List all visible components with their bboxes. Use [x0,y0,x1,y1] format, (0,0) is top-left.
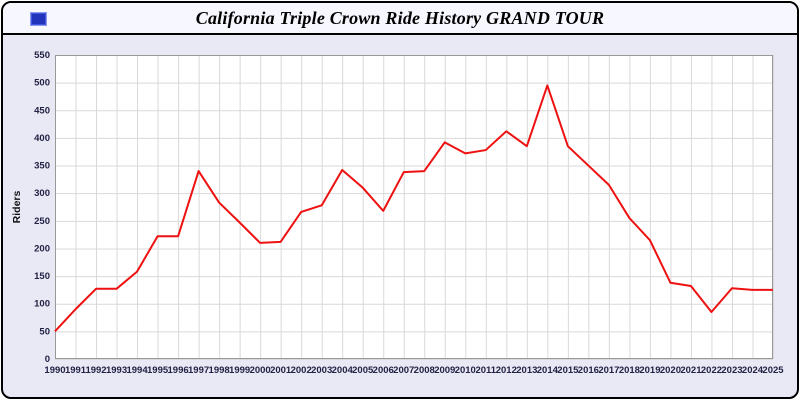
svg-text:1990: 1990 [44,365,65,376]
riders-line-series [54,84,773,333]
y-tick-labels: 0 50 100 150 200 250 300 350 400 450 500 550 [34,50,50,365]
svg-text:450: 450 [34,105,50,116]
svg-text:2003: 2003 [311,365,332,376]
title-bar: California Triple Crown Ride History GRA… [3,3,797,35]
svg-text:2006: 2006 [373,365,394,376]
svg-text:2019: 2019 [639,365,660,376]
svg-text:2012: 2012 [496,365,517,376]
svg-text:300: 300 [34,188,50,199]
y-axis-label: Riders [11,191,23,224]
svg-text:2014: 2014 [537,365,559,376]
svg-text:400: 400 [34,133,50,144]
svg-text:2017: 2017 [598,365,619,376]
riders-history-chart: 0 50 100 150 200 250 300 350 400 450 500 550 1990 199… [9,47,791,387]
svg-text:2000: 2000 [250,365,271,376]
svg-text:2024: 2024 [742,365,764,376]
svg-text:1992: 1992 [85,365,106,376]
svg-text:100: 100 [34,299,50,310]
svg-text:2013: 2013 [516,365,537,376]
svg-text:550: 550 [34,50,50,61]
svg-text:1993: 1993 [106,365,127,376]
window-icon [30,12,47,26]
svg-text:2011: 2011 [475,365,496,376]
x-tick-labels: 1990 1991 1992 1993 1994 1995 1996 1997 1998 1999… [44,365,784,376]
plot-area [55,55,773,359]
svg-text:2001: 2001 [270,365,292,376]
svg-text:1997: 1997 [188,365,209,376]
svg-text:150: 150 [34,271,50,282]
svg-text:1995: 1995 [147,365,169,376]
page-title: California Triple Crown Ride History GRA… [195,7,605,28]
svg-text:2002: 2002 [291,365,312,376]
svg-text:1991: 1991 [65,365,87,376]
svg-text:50: 50 [39,326,50,337]
svg-text:1999: 1999 [229,365,250,376]
svg-text:0: 0 [45,354,50,365]
svg-text:2005: 2005 [352,365,374,376]
svg-text:2018: 2018 [619,365,640,376]
svg-text:200: 200 [34,243,50,254]
svg-text:2020: 2020 [660,365,681,376]
svg-text:1998: 1998 [209,365,230,376]
svg-text:350: 350 [34,161,50,172]
svg-text:1994: 1994 [126,365,148,376]
svg-text:2022: 2022 [701,365,722,376]
svg-text:2016: 2016 [578,365,599,376]
svg-text:2010: 2010 [455,365,476,376]
svg-text:2025: 2025 [762,365,784,376]
svg-text:1996: 1996 [168,365,189,376]
svg-text:2008: 2008 [414,365,435,376]
svg-text:2009: 2009 [434,365,455,376]
svg-text:500: 500 [34,78,50,89]
plot-border [55,55,773,359]
svg-text:2004: 2004 [332,365,354,376]
svg-text:2023: 2023 [721,365,742,376]
svg-text:2015: 2015 [557,365,579,376]
svg-text:2021: 2021 [680,365,702,376]
svg-text:2007: 2007 [393,365,414,376]
svg-text:250: 250 [34,216,50,227]
